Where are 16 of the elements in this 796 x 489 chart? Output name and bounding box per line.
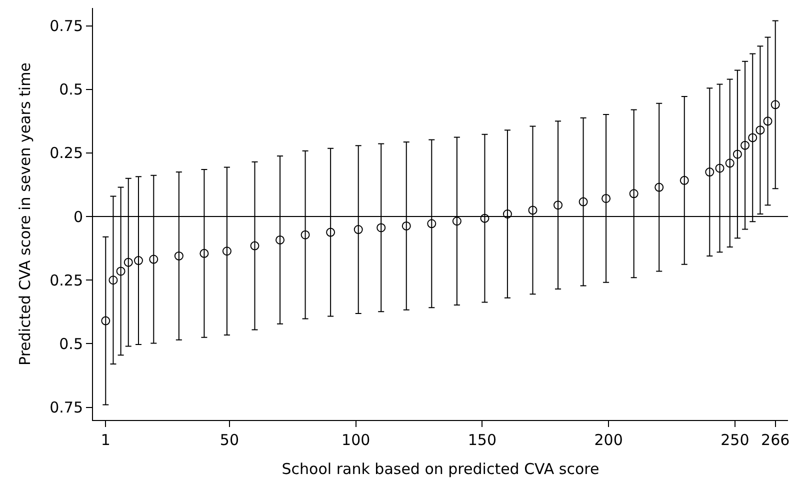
x-tick-label: 100 bbox=[342, 431, 370, 449]
y-tick-label: 0.25 bbox=[50, 271, 83, 290]
x-axis-title: School rank based on predicted CVA score bbox=[282, 460, 600, 478]
y-tick-label: 0.5 bbox=[59, 80, 83, 99]
x-tick-label: 266 bbox=[761, 431, 790, 449]
x-tick-label: 200 bbox=[594, 431, 623, 449]
y-tick-label: 0.75 bbox=[50, 398, 83, 417]
x-tick-label: 50 bbox=[220, 431, 240, 449]
y-tick-label: 0 bbox=[73, 208, 83, 226]
y-axis-title: Predicted CVA score in seven years time bbox=[16, 62, 34, 366]
x-tick-label: 150 bbox=[468, 431, 497, 449]
y-tick-label: 0.75 bbox=[50, 17, 83, 36]
y-tick-label: 0.5 bbox=[59, 334, 83, 353]
y-tick-label: 0.25 bbox=[50, 144, 83, 162]
x-tick-label: 1 bbox=[100, 431, 110, 449]
x-tick-label: 250 bbox=[720, 431, 750, 449]
